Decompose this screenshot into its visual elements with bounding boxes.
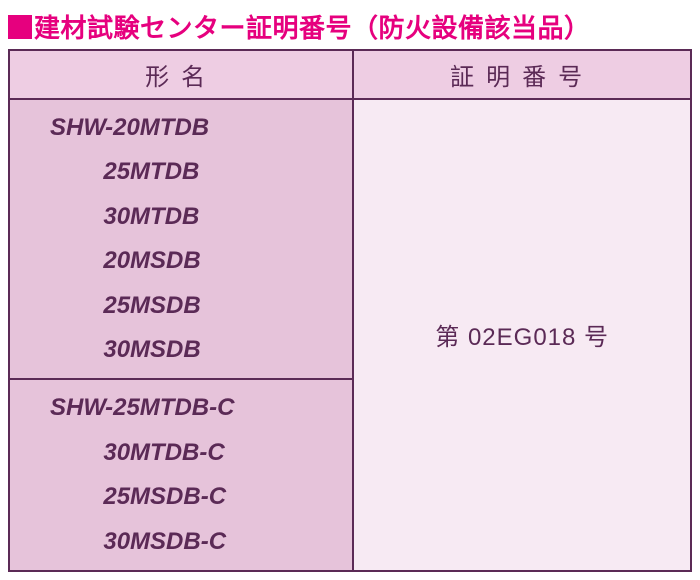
page-title: 建材試験センター証明番号（防火設備該当品） [34, 8, 591, 45]
model-group-1: SHW-20MTDB 25MTDB 30MTDB 20MSDB 25MSDB 3… [9, 99, 353, 379]
certification-table: 形名 証明番号 SHW-20MTDB 25MTDB 30MTDB 20MSDB … [8, 49, 692, 572]
square-marker-icon [8, 15, 32, 39]
table-header-row: 形名 証明番号 [9, 50, 691, 99]
cert-number-cell: 第 02EG018 号 [353, 99, 691, 571]
model-group-2: SHW-25MTDB-C 30MTDB-C 25MSDB-C 30MSDB-C [9, 379, 353, 571]
header-cert: 証明番号 [353, 50, 691, 99]
table-row: SHW-20MTDB 25MTDB 30MTDB 20MSDB 25MSDB 3… [9, 99, 691, 379]
title-row: 建材試験センター証明番号（防火設備該当品） [8, 8, 692, 45]
header-model: 形名 [9, 50, 353, 99]
